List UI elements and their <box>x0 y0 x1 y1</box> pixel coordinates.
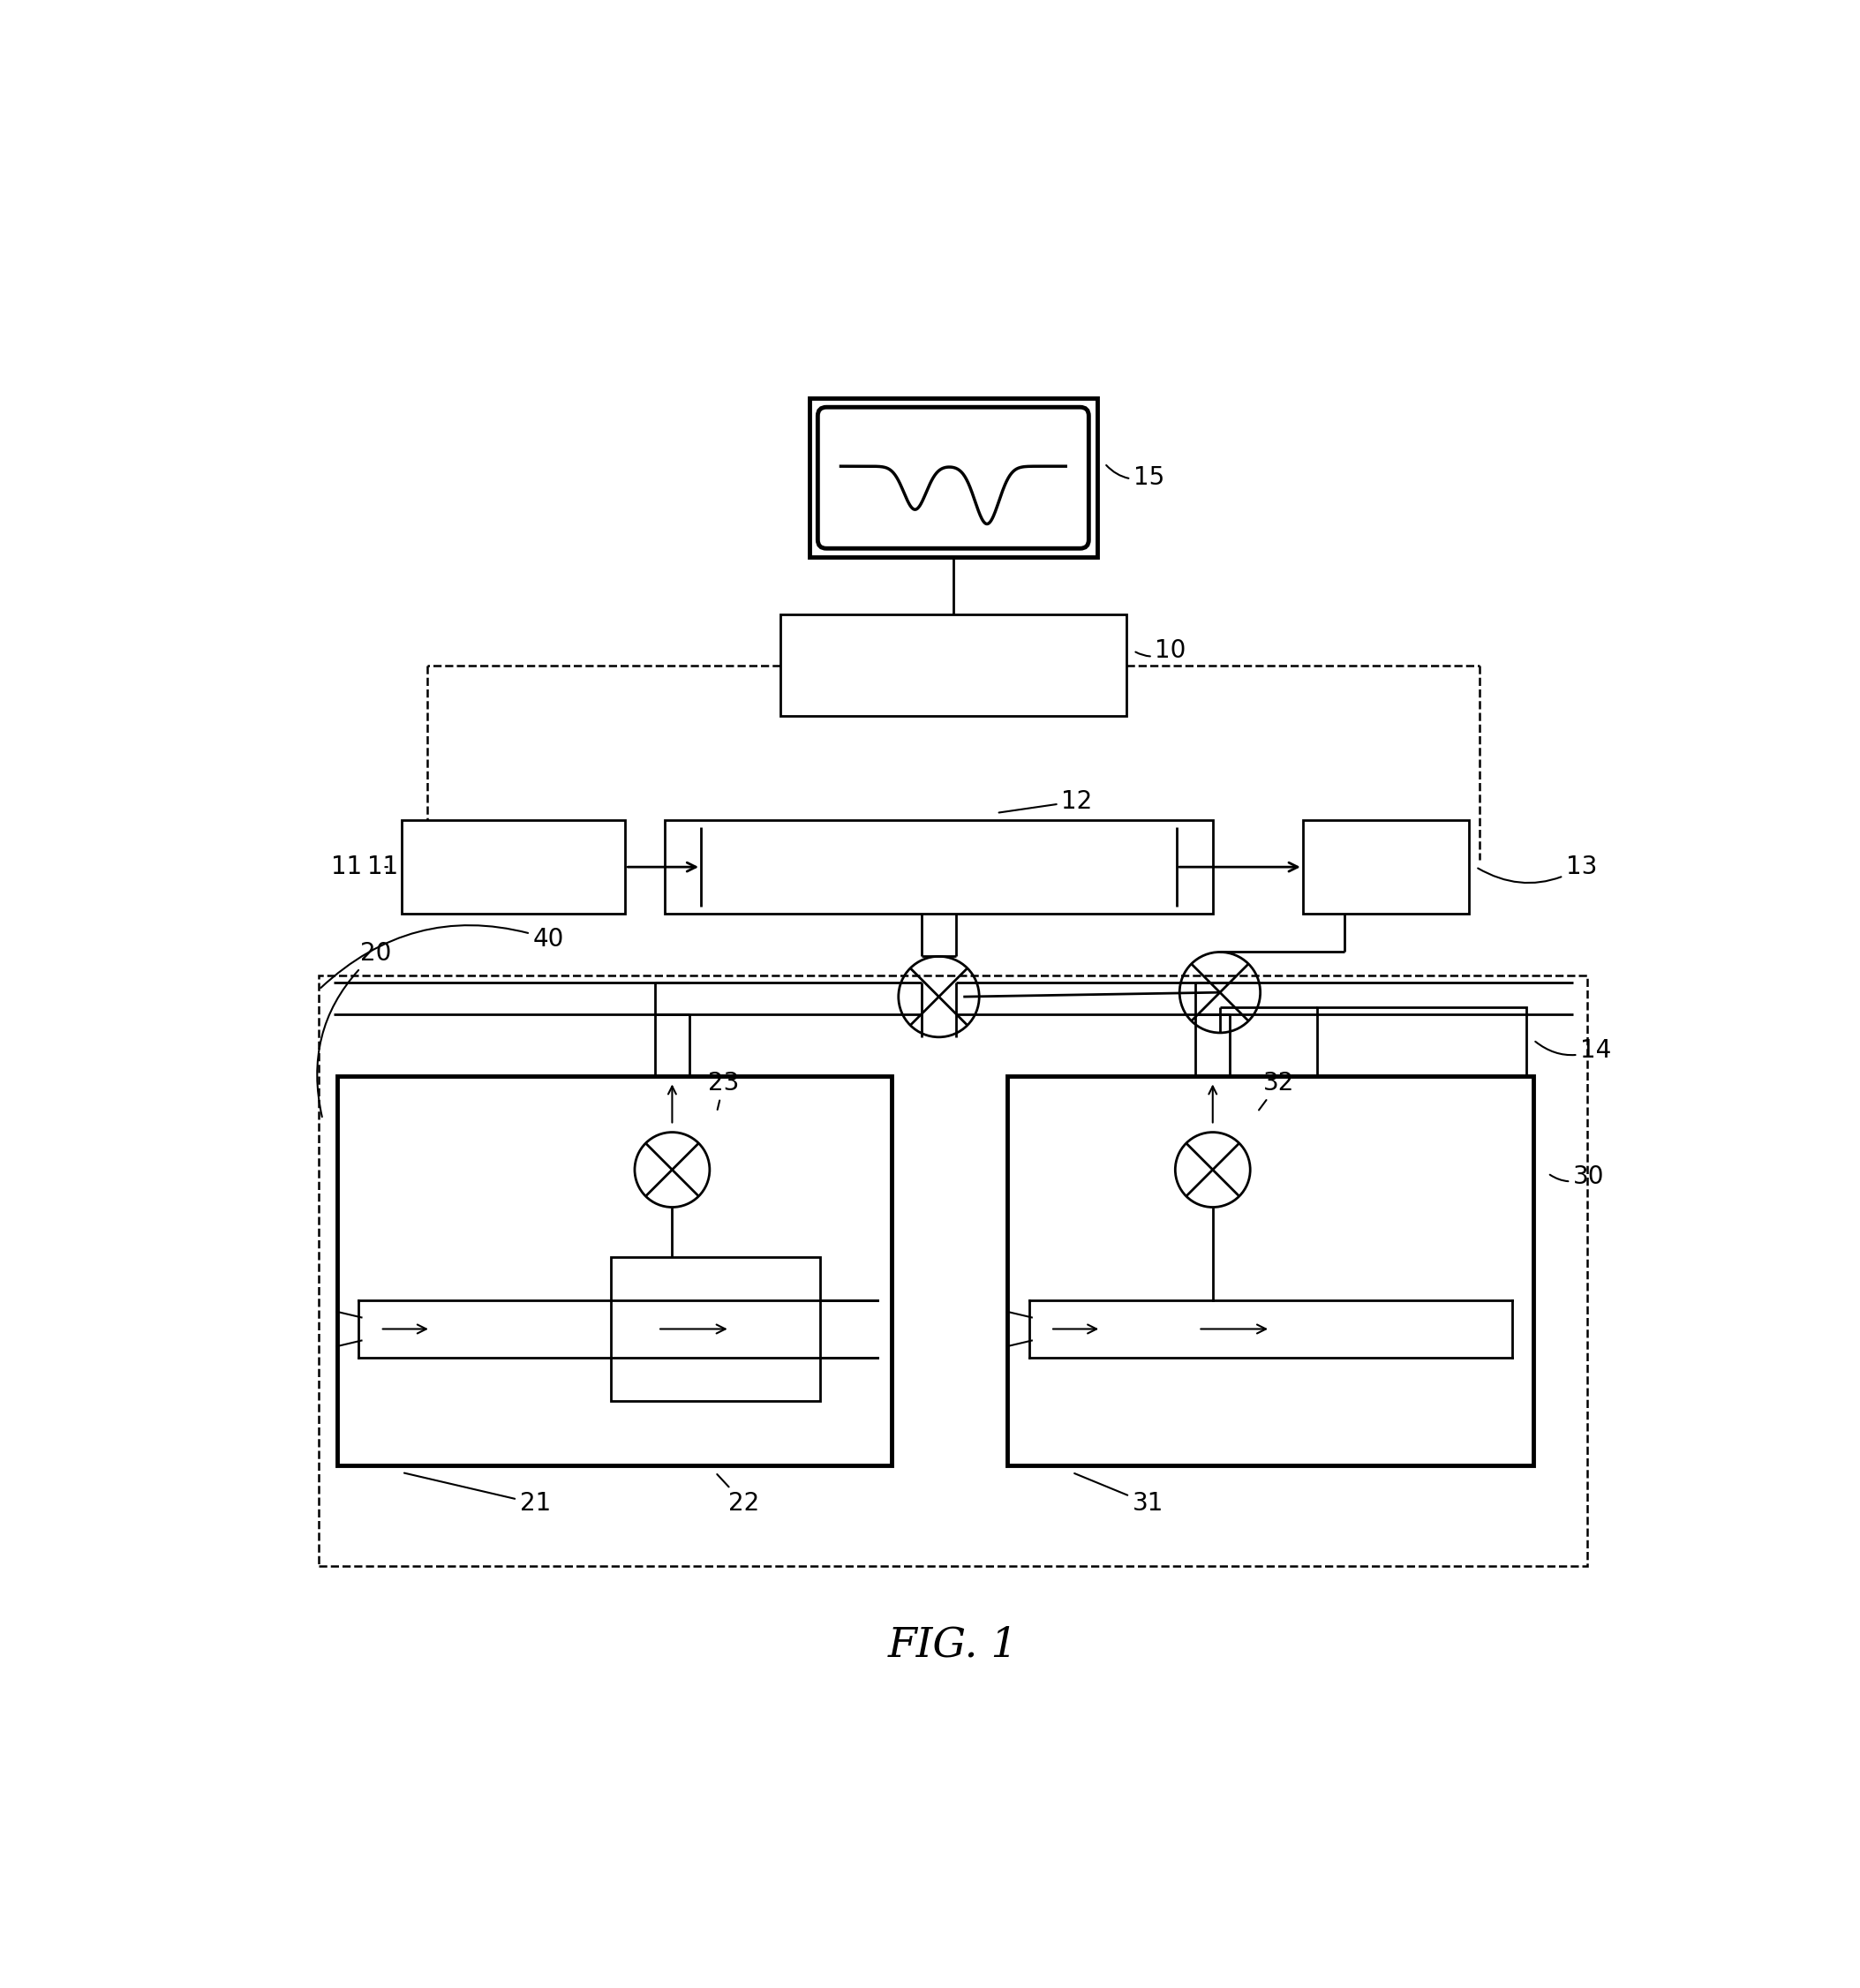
Bar <box>781 614 1125 716</box>
Text: 15: 15 <box>1107 465 1164 491</box>
Bar <box>1302 821 1469 914</box>
Bar <box>1317 1008 1527 1101</box>
FancyBboxPatch shape <box>818 408 1088 549</box>
Text: 21: 21 <box>404 1473 551 1517</box>
Text: 31: 31 <box>1075 1473 1164 1517</box>
Text: 30: 30 <box>1549 1165 1605 1189</box>
Text: 12: 12 <box>999 789 1092 813</box>
Text: 13: 13 <box>1479 855 1598 883</box>
Bar <box>666 821 1213 914</box>
Bar <box>320 974 1587 1567</box>
Text: 23: 23 <box>709 1072 740 1109</box>
Text: 40: 40 <box>320 924 564 988</box>
Text: 20: 20 <box>318 940 391 1117</box>
Bar <box>809 398 1097 557</box>
Bar <box>337 1076 893 1465</box>
Text: 14: 14 <box>1534 1038 1611 1062</box>
Bar <box>402 821 625 914</box>
Text: 10: 10 <box>1136 638 1187 664</box>
Text: 11: 11 <box>366 855 398 879</box>
Text: 11: 11 <box>331 855 363 879</box>
Text: FIG. 1: FIG. 1 <box>887 1626 1019 1666</box>
Bar <box>1008 1076 1533 1465</box>
Bar <box>610 1256 820 1402</box>
Text: 22: 22 <box>718 1475 759 1517</box>
Text: 32: 32 <box>1259 1072 1295 1109</box>
